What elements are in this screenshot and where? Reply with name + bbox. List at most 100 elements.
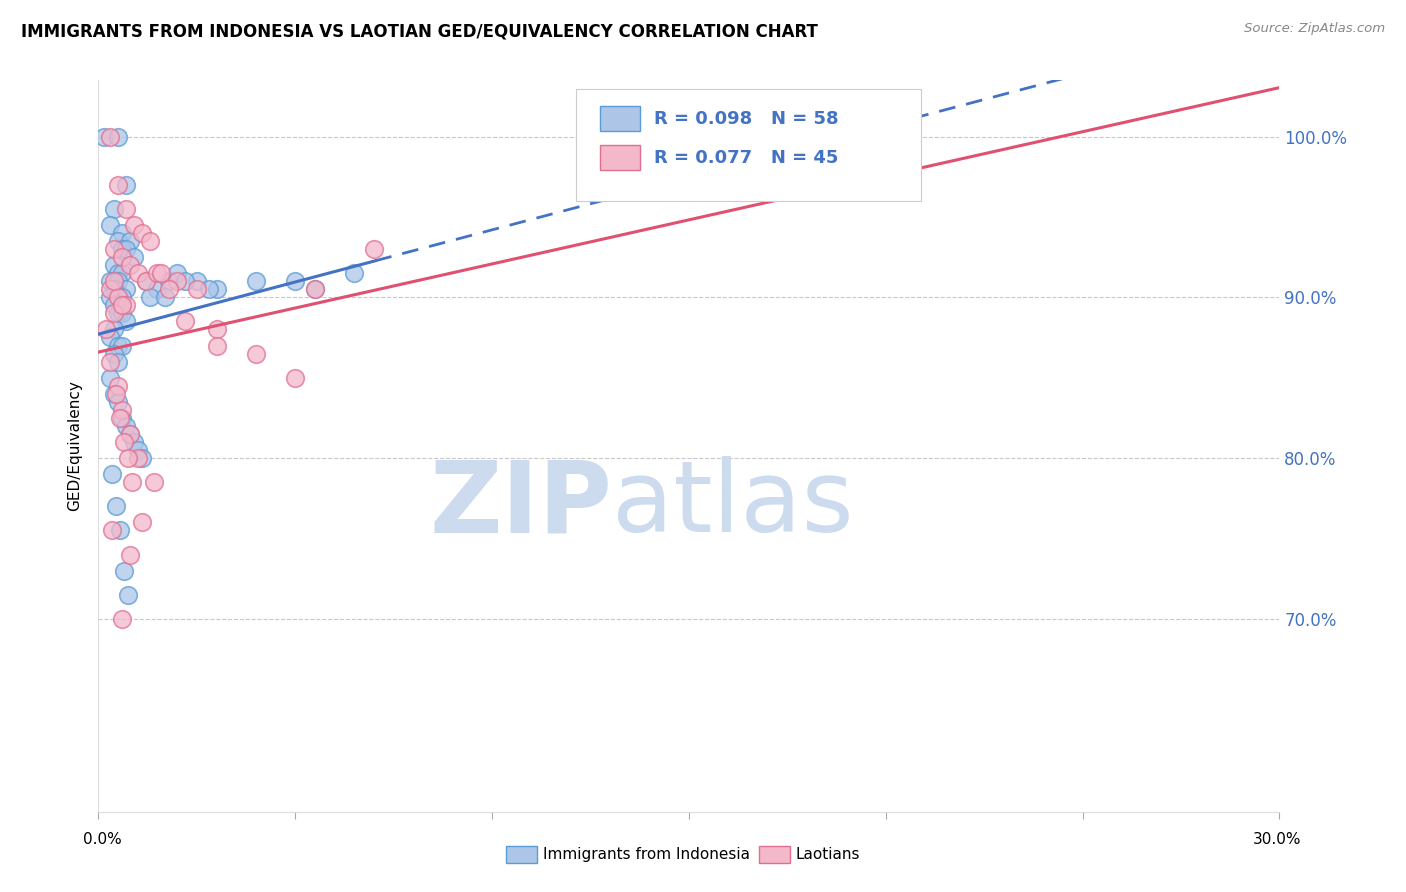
- Text: IMMIGRANTS FROM INDONESIA VS LAOTIAN GED/EQUIVALENCY CORRELATION CHART: IMMIGRANTS FROM INDONESIA VS LAOTIAN GED…: [21, 22, 818, 40]
- Point: [245, 346, 267, 360]
- Point: [107, 129, 129, 144]
- Point: [103, 322, 125, 336]
- Point: [304, 282, 326, 296]
- Point: [103, 274, 125, 288]
- Point: [107, 178, 129, 192]
- Point: [103, 346, 125, 360]
- Point: [115, 314, 138, 328]
- Point: [107, 338, 129, 352]
- Text: R = 0.098   N = 58: R = 0.098 N = 58: [654, 110, 838, 128]
- Point: [135, 274, 157, 288]
- Point: [122, 250, 145, 264]
- Point: [138, 234, 160, 248]
- Point: [111, 612, 134, 626]
- Point: [118, 548, 141, 562]
- Point: [111, 402, 134, 417]
- Point: [111, 266, 134, 280]
- Point: [105, 386, 128, 401]
- Point: [166, 266, 188, 280]
- Point: [111, 226, 134, 240]
- Point: [118, 258, 141, 272]
- Point: [103, 298, 125, 312]
- Point: [111, 250, 134, 264]
- Point: [107, 266, 129, 280]
- Point: [150, 266, 173, 280]
- Point: [108, 524, 131, 538]
- Point: [96, 322, 118, 336]
- Text: ZIP: ZIP: [429, 456, 612, 553]
- Point: [93, 129, 115, 144]
- Point: [157, 282, 180, 296]
- Point: [174, 274, 197, 288]
- Point: [146, 282, 169, 296]
- Point: [304, 282, 326, 296]
- Point: [98, 354, 121, 368]
- Point: [101, 467, 124, 482]
- Point: [111, 306, 134, 320]
- Point: [186, 274, 208, 288]
- Y-axis label: GED/Equivalency: GED/Equivalency: [67, 381, 83, 511]
- Point: [245, 274, 267, 288]
- Point: [122, 218, 145, 232]
- Point: [118, 426, 141, 441]
- Text: Laotians: Laotians: [796, 847, 860, 862]
- Point: [284, 370, 307, 384]
- Point: [111, 410, 134, 425]
- Point: [108, 410, 131, 425]
- Point: [115, 418, 138, 433]
- Point: [131, 226, 153, 240]
- Point: [107, 274, 129, 288]
- Point: [112, 434, 135, 449]
- Point: [131, 516, 153, 530]
- Point: [115, 202, 138, 216]
- Point: [142, 475, 165, 490]
- Point: [343, 266, 366, 280]
- Point: [101, 524, 124, 538]
- Text: 0.0%: 0.0%: [83, 832, 122, 847]
- Text: R = 0.077   N = 45: R = 0.077 N = 45: [654, 149, 838, 167]
- Point: [157, 274, 180, 288]
- Point: [98, 370, 121, 384]
- Point: [197, 282, 219, 296]
- Point: [103, 258, 125, 272]
- Point: [131, 451, 153, 466]
- Point: [205, 282, 228, 296]
- Point: [127, 443, 149, 458]
- Point: [98, 129, 121, 144]
- Point: [107, 354, 129, 368]
- Point: [111, 298, 134, 312]
- Point: [103, 282, 125, 296]
- Point: [111, 338, 134, 352]
- Point: [186, 282, 208, 296]
- Point: [166, 274, 188, 288]
- Point: [103, 306, 125, 320]
- Point: [111, 290, 134, 304]
- Point: [107, 394, 129, 409]
- Point: [127, 266, 149, 280]
- Point: [98, 218, 121, 232]
- Point: [135, 274, 157, 288]
- Point: [98, 274, 121, 288]
- Point: [107, 234, 129, 248]
- Text: atlas: atlas: [612, 456, 853, 553]
- Point: [115, 298, 138, 312]
- Point: [121, 475, 143, 490]
- Point: [115, 178, 138, 192]
- Point: [118, 234, 141, 248]
- Point: [174, 314, 197, 328]
- Point: [122, 434, 145, 449]
- Point: [103, 242, 125, 256]
- Point: [115, 282, 138, 296]
- Point: [115, 242, 138, 256]
- Point: [103, 386, 125, 401]
- Point: [103, 202, 125, 216]
- Point: [117, 451, 139, 466]
- Point: [363, 242, 385, 256]
- Point: [107, 378, 129, 392]
- Point: [105, 500, 128, 514]
- Point: [98, 290, 121, 304]
- Point: [112, 564, 135, 578]
- Point: [107, 306, 129, 320]
- Text: 30.0%: 30.0%: [1253, 832, 1301, 847]
- Point: [111, 242, 134, 256]
